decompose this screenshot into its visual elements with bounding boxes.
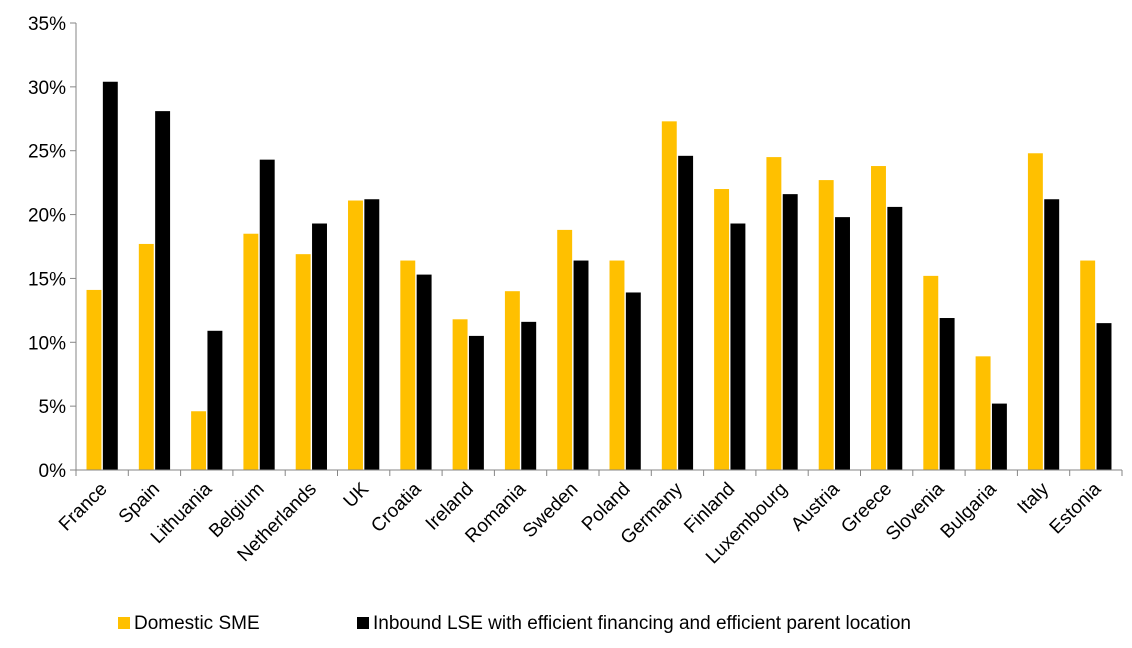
- x-category-label: Italy: [1014, 478, 1054, 518]
- bar-domestic-sme: [504, 291, 520, 470]
- x-category-label: Slovenia: [882, 478, 949, 545]
- bar-inbound-lse: [312, 223, 327, 470]
- bar-domestic-sme: [86, 289, 102, 470]
- x-category-label: Croatia: [367, 478, 425, 536]
- bar-inbound-lse: [625, 292, 641, 470]
- x-category-label: Bulgaria: [937, 478, 1001, 542]
- axes-group: [75, 23, 1123, 476]
- bar-inbound-lse: [207, 330, 223, 470]
- bar-inbound-lse: [468, 335, 484, 470]
- bars-group: [86, 81, 1112, 471]
- bar-inbound-lse: [991, 403, 1007, 470]
- bar-inbound-lse: [416, 274, 432, 470]
- bar-domestic-sme: [871, 166, 886, 471]
- bar-domestic-sme: [191, 411, 207, 470]
- x-category-label: Sweden: [519, 479, 582, 542]
- bar-domestic-sme: [609, 260, 625, 470]
- bar-inbound-lse: [1096, 323, 1112, 470]
- bar-domestic-sme: [1027, 153, 1043, 471]
- bar-inbound-lse: [835, 217, 850, 470]
- y-tick-label: 15%: [28, 269, 66, 290]
- x-category-label: France: [55, 479, 112, 536]
- y-tick-label: 0%: [39, 461, 67, 482]
- bar-inbound-lse: [730, 223, 746, 470]
- bar-domestic-sme: [923, 275, 939, 470]
- legend-swatch: [118, 617, 130, 629]
- x-category-label: Spain: [115, 479, 164, 528]
- bar-domestic-sme: [348, 200, 363, 470]
- bar-domestic-sme: [452, 319, 468, 470]
- x-category-label: Austria: [787, 478, 844, 535]
- bar-inbound-lse: [259, 159, 275, 470]
- x-category-label: UK: [340, 478, 374, 512]
- legend: Domestic SME Inbound LSE with efficient f…: [118, 613, 911, 634]
- x-category-label: Estonia: [1046, 478, 1106, 538]
- bar-domestic-sme: [1080, 260, 1096, 470]
- y-axis-ticks: 0% 5% 10% 15% 20% 25% 30% 35%: [28, 14, 76, 482]
- bar-domestic-sme: [138, 243, 154, 470]
- y-tick-label: 20%: [28, 206, 66, 227]
- bar-inbound-lse: [782, 194, 798, 470]
- bar-inbound-lse: [102, 81, 118, 471]
- bar-domestic-sme: [661, 121, 677, 470]
- bar-domestic-sme: [766, 157, 782, 470]
- legend-label: Domestic SME: [134, 613, 260, 634]
- bar-domestic-sme: [818, 180, 834, 471]
- bar-inbound-lse: [364, 199, 380, 470]
- bar-domestic-sme: [975, 356, 991, 470]
- y-tick-label: 25%: [28, 142, 66, 163]
- bar-domestic-sme: [400, 260, 416, 470]
- bar-domestic-sme: [714, 189, 730, 470]
- legend-swatch: [357, 617, 369, 629]
- bar-inbound-lse: [521, 321, 537, 470]
- bar-inbound-lse: [939, 318, 955, 470]
- legend-label: Inbound LSE with efficient financing and…: [373, 613, 911, 634]
- y-tick-label: 10%: [28, 333, 66, 354]
- bar-domestic-sme: [295, 254, 311, 470]
- y-tick-label: 35%: [28, 14, 66, 35]
- y-tick-label: 5%: [39, 397, 67, 418]
- bar-inbound-lse: [1044, 199, 1060, 470]
- bar-inbound-lse: [678, 155, 694, 470]
- bar-inbound-lse: [155, 111, 171, 470]
- bar-domestic-sme: [243, 233, 259, 470]
- bar-inbound-lse: [573, 260, 589, 470]
- y-tick-label: 30%: [28, 78, 66, 99]
- bar-inbound-lse: [887, 206, 903, 470]
- bar-domestic-sme: [557, 229, 573, 470]
